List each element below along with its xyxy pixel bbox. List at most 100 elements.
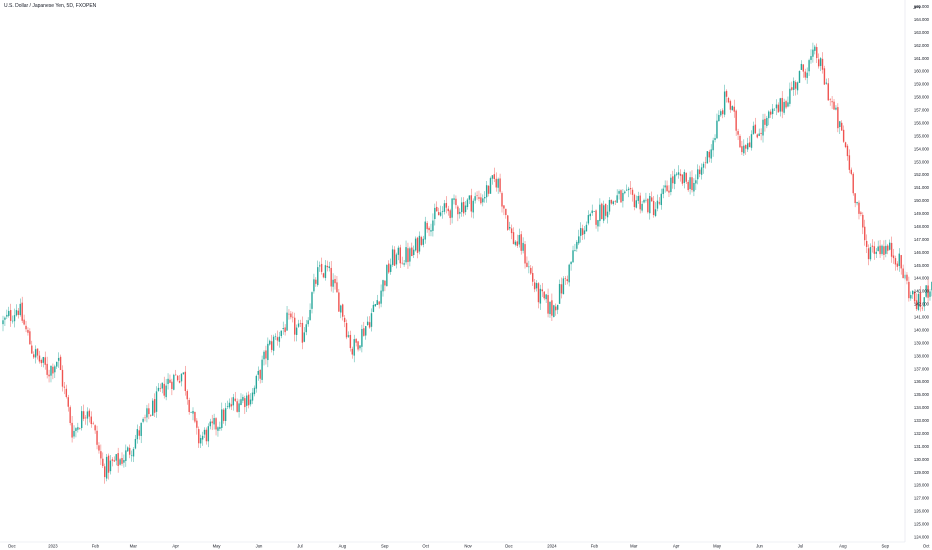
candle — [725, 89, 728, 103]
candle — [148, 403, 150, 420]
candle — [578, 229, 580, 246]
candle — [163, 376, 165, 399]
price-tick-label: 142.000 — [914, 302, 930, 307]
candle — [176, 375, 179, 382]
candle-body — [593, 211, 595, 212]
candle — [65, 384, 68, 399]
candle-body — [539, 288, 542, 304]
candle-body — [873, 246, 876, 254]
candle — [23, 314, 25, 326]
candle — [340, 304, 342, 319]
candle-body — [411, 247, 413, 257]
candle — [428, 226, 430, 237]
candle — [27, 327, 29, 336]
time-tick-label: Jul — [297, 544, 302, 549]
candle-body — [69, 407, 71, 424]
time-tick-label: Jun — [256, 544, 263, 549]
price-tick-label: 158.000 — [914, 95, 930, 100]
candle — [869, 243, 872, 262]
candle-body — [806, 72, 808, 78]
candle-body — [737, 131, 739, 135]
candle — [152, 398, 154, 416]
candle-body — [468, 195, 471, 200]
candle — [766, 115, 768, 129]
candle-body — [919, 292, 922, 307]
candle — [555, 303, 557, 316]
candle-body — [294, 317, 296, 335]
candle — [846, 144, 849, 161]
candle-body — [639, 195, 641, 210]
candle-body — [451, 198, 453, 218]
candle-body — [474, 196, 476, 201]
candle — [46, 356, 48, 379]
candle — [303, 327, 306, 343]
candle — [641, 200, 643, 213]
candle-body — [902, 268, 904, 279]
candle-body — [391, 249, 394, 265]
candle-body — [142, 418, 144, 422]
candle — [25, 320, 27, 333]
candle — [919, 286, 922, 312]
candle — [272, 334, 275, 356]
candle-body — [562, 278, 565, 295]
candle-body — [409, 248, 411, 262]
candle-body — [175, 374, 177, 376]
candle-body — [720, 111, 722, 116]
candle-body — [178, 381, 181, 383]
candle — [355, 338, 357, 347]
candle-body — [666, 185, 668, 192]
candle — [282, 321, 284, 335]
candle-body — [324, 265, 327, 279]
time-tick-label: 2023 — [48, 544, 58, 549]
candle — [315, 277, 317, 287]
candle — [441, 206, 444, 219]
candle-body — [771, 108, 774, 115]
candle-body — [374, 304, 377, 307]
candle-body — [50, 365, 52, 376]
candle-body — [31, 345, 33, 354]
candle-body — [130, 454, 133, 456]
candle-body — [723, 91, 726, 115]
candle-body — [309, 309, 311, 321]
candle — [128, 444, 131, 459]
candle-body — [67, 397, 69, 407]
candle-body — [917, 293, 920, 310]
candles — [2, 42, 932, 484]
candle-body — [436, 206, 438, 212]
candle — [199, 434, 202, 449]
candle — [368, 316, 371, 329]
candle — [203, 427, 206, 438]
candle-body — [19, 303, 21, 316]
candle — [447, 205, 449, 216]
candle-body — [499, 178, 501, 192]
candle — [223, 408, 225, 424]
candle — [328, 261, 330, 272]
candle — [844, 141, 847, 149]
candle-body — [447, 208, 449, 212]
price-tick-label: 165.000 — [914, 4, 930, 9]
candle — [102, 452, 104, 468]
candle — [71, 415, 73, 443]
candle-body — [837, 107, 839, 129]
candle — [781, 91, 783, 119]
candle — [603, 200, 605, 224]
candle-body — [908, 281, 910, 299]
candle — [620, 189, 622, 203]
candle-body — [637, 196, 639, 201]
candle-body — [13, 315, 16, 322]
candle — [416, 236, 419, 259]
candle — [698, 165, 701, 178]
candle — [105, 453, 108, 482]
candle — [228, 398, 231, 410]
candle-body — [414, 238, 417, 251]
candle-body — [445, 202, 448, 208]
candle-body — [247, 394, 250, 406]
candle — [802, 64, 805, 78]
candle — [353, 334, 355, 363]
candle — [852, 172, 854, 196]
candle — [631, 187, 634, 202]
candle — [349, 330, 352, 352]
candle-body — [485, 185, 488, 198]
time-tick-label: Sep — [882, 544, 890, 549]
candle-body — [15, 310, 18, 316]
